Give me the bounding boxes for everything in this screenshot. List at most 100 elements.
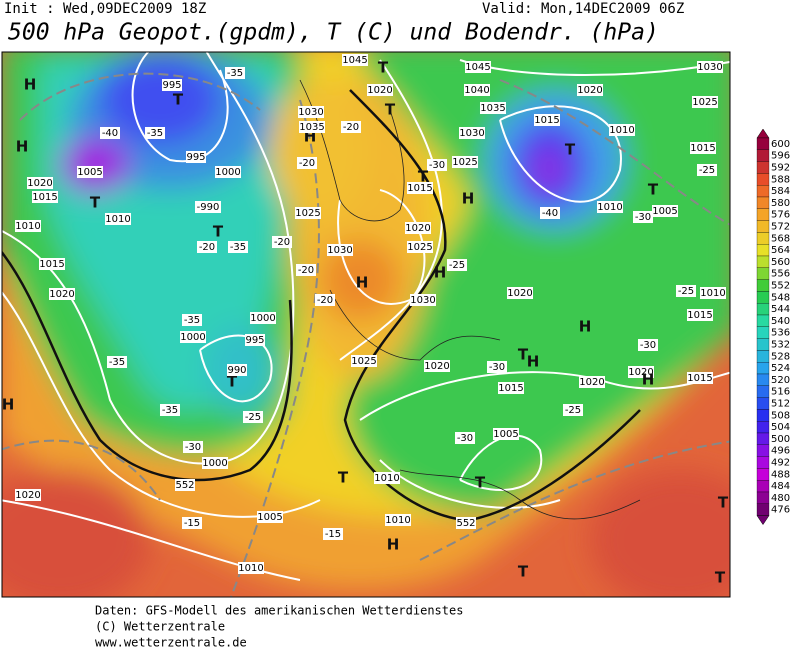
pressure-center: T xyxy=(90,194,101,212)
colorbar-swatch xyxy=(756,255,770,268)
contour-label: 1005 xyxy=(652,206,677,217)
contour-label: 995 xyxy=(186,152,205,163)
contour-label: -25 xyxy=(678,286,694,297)
colorbar-swatch xyxy=(756,480,770,493)
label-bg xyxy=(272,236,292,248)
label-bg xyxy=(77,166,103,178)
contour-label: -30 xyxy=(640,340,656,351)
contour-label: 995 xyxy=(245,335,264,346)
footer-line: (C) Wetterzentrale xyxy=(95,620,225,634)
contour-label: 1010 xyxy=(609,125,634,136)
label-bg xyxy=(107,356,127,368)
contour-label: 1025 xyxy=(295,208,320,219)
contour-label: 1005 xyxy=(77,167,102,178)
label-bg xyxy=(697,61,723,73)
colorbar-swatch xyxy=(756,137,770,150)
colorbar-label: 532 xyxy=(771,340,790,351)
colorbar-label: 544 xyxy=(771,304,790,315)
label-bg xyxy=(15,220,41,232)
contour-label: 995 xyxy=(162,80,181,91)
colorbar-label: 600 xyxy=(771,139,790,150)
contour-label: -20 xyxy=(199,242,215,253)
label-bg xyxy=(597,201,623,213)
label-bg xyxy=(197,241,217,253)
contour-label: 1015 xyxy=(32,192,57,203)
label-bg xyxy=(315,294,335,306)
colorbar-swatch xyxy=(756,232,770,245)
label-bg xyxy=(687,309,713,321)
label-bg xyxy=(493,428,519,440)
colorbar-swatch xyxy=(756,491,770,504)
label-bg xyxy=(507,287,533,299)
pressure-center: T xyxy=(718,494,729,512)
contour-label: -35 xyxy=(147,128,163,139)
contour-label: 1000 xyxy=(180,332,205,343)
colorbar-label: 488 xyxy=(771,469,790,480)
label-bg xyxy=(227,364,247,376)
colorbar-label: 528 xyxy=(771,351,790,362)
label-bg xyxy=(162,79,182,91)
contour-label: -35 xyxy=(184,315,200,326)
label-bg xyxy=(32,191,58,203)
footer-line: Daten: GFS-Modell des amerikanischen Wet… xyxy=(95,604,463,618)
pressure-center: T xyxy=(338,469,349,487)
contour-label: 1030 xyxy=(298,107,323,118)
contour-label: 990 xyxy=(227,365,246,376)
label-bg xyxy=(323,528,343,540)
label-bg xyxy=(385,514,411,526)
contour-label: 1015 xyxy=(498,383,523,394)
label-bg xyxy=(534,114,560,126)
label-bg xyxy=(410,294,436,306)
label-bg xyxy=(447,259,467,271)
pressure-center: T xyxy=(518,346,529,364)
map-title: 500 hPa Geopot.(gpdm), T (C) und Bodendr… xyxy=(8,20,659,46)
label-bg xyxy=(652,205,678,217)
contour-label: 1020 xyxy=(405,223,430,234)
colorbar-swatch xyxy=(756,279,770,292)
contour-label: -30 xyxy=(185,442,201,453)
pressure-center: H xyxy=(387,536,400,554)
colorbar-label: 552 xyxy=(771,281,790,292)
pressure-center: T xyxy=(565,141,576,159)
contour-label: -35 xyxy=(162,405,178,416)
label-bg xyxy=(609,124,635,136)
colorbar-label: 512 xyxy=(771,399,790,410)
contour-label: 1030 xyxy=(459,128,484,139)
pressure-center: H xyxy=(16,138,29,156)
label-bg xyxy=(215,166,241,178)
pressure-center: T xyxy=(378,59,389,77)
label-bg xyxy=(690,142,716,154)
label-bg xyxy=(49,288,75,300)
contour-label: 1000 xyxy=(250,313,275,324)
label-bg xyxy=(299,121,325,133)
colorbar-swatch xyxy=(756,326,770,339)
colorbar-label: 564 xyxy=(771,245,790,256)
contour-label: 1010 xyxy=(700,288,725,299)
contour-label: -35 xyxy=(230,242,246,253)
colorbar-swatch xyxy=(756,409,770,422)
colorbar-label: 596 xyxy=(771,151,790,162)
label-bg xyxy=(676,285,696,297)
colorbar-swatch xyxy=(756,432,770,445)
pressure-center: H xyxy=(434,264,447,282)
label-bg xyxy=(452,156,478,168)
pressure-center: H xyxy=(24,76,37,94)
contour-label: -25 xyxy=(449,260,465,271)
contour-label: 1025 xyxy=(351,356,376,367)
contour-label: 1015 xyxy=(534,115,559,126)
contour-label: 1015 xyxy=(687,373,712,384)
contour-label: -990 xyxy=(197,202,220,213)
colorbar-label: 500 xyxy=(771,434,790,445)
contour-label: 1015 xyxy=(690,143,715,154)
contour-label: -20 xyxy=(343,122,359,133)
label-bg xyxy=(182,517,202,529)
contour-label: 1000 xyxy=(202,458,227,469)
colorbar-label: 520 xyxy=(771,375,790,386)
contour-label: 1025 xyxy=(407,242,432,253)
colorbar-swatch xyxy=(756,468,770,481)
pressure-center: T xyxy=(213,223,224,241)
contour-label: 1005 xyxy=(257,512,282,523)
label-bg xyxy=(296,264,316,276)
label-bg xyxy=(464,84,490,96)
